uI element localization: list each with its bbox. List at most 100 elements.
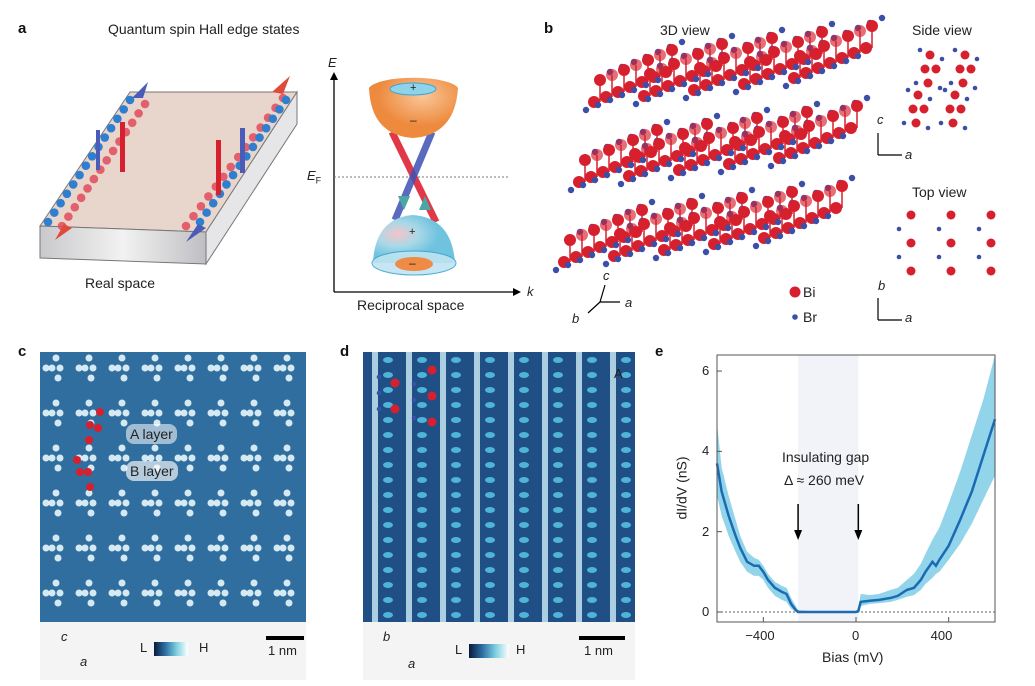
bi-atom bbox=[706, 57, 718, 69]
br-atom bbox=[728, 32, 736, 40]
atom bbox=[936, 226, 942, 232]
br-atom bbox=[650, 240, 658, 248]
stm-spot bbox=[287, 499, 295, 507]
stm-spot bbox=[485, 552, 495, 558]
stm-spot bbox=[81, 544, 89, 552]
br-atom bbox=[594, 101, 602, 109]
bi-atom bbox=[768, 46, 780, 58]
br-atom bbox=[582, 106, 590, 114]
stm-spot bbox=[621, 387, 631, 393]
stm-spot bbox=[87, 599, 95, 607]
stm-spot bbox=[217, 534, 225, 542]
stm-spot bbox=[383, 447, 393, 453]
stm-spot bbox=[246, 589, 254, 597]
atom bbox=[986, 266, 996, 276]
stm-spot bbox=[48, 589, 56, 597]
br-atom bbox=[938, 120, 944, 126]
stm-spot bbox=[254, 409, 262, 417]
br-atom bbox=[678, 38, 686, 46]
br-atom bbox=[706, 84, 714, 92]
stm-spot bbox=[451, 507, 461, 513]
br-atom bbox=[739, 144, 747, 152]
stm-spot bbox=[188, 589, 196, 597]
gap-annotation-line2: Δ ≈ 260 meV bbox=[784, 472, 865, 488]
bi-atom bbox=[739, 117, 751, 129]
bi-atom bbox=[866, 20, 878, 32]
bi-atom bbox=[588, 224, 600, 236]
bi-atom bbox=[704, 43, 716, 55]
cbar-low: L bbox=[455, 642, 463, 657]
cbar-high: H bbox=[516, 642, 526, 657]
stm-spot bbox=[587, 447, 597, 453]
bi-atom bbox=[630, 59, 642, 71]
br-atom bbox=[689, 150, 697, 158]
edge-dot bbox=[208, 198, 218, 208]
bi-atom bbox=[727, 122, 739, 134]
top-view-label: Top view bbox=[912, 184, 967, 200]
stm-spot bbox=[252, 464, 260, 472]
stm-spot bbox=[587, 462, 597, 468]
br-marker bbox=[376, 390, 382, 396]
slab bbox=[39, 90, 298, 266]
stm-spot bbox=[147, 589, 155, 597]
bi-atom bbox=[724, 197, 736, 209]
stm-spot bbox=[254, 364, 262, 372]
stm-spot bbox=[207, 499, 215, 507]
edge-dot bbox=[70, 202, 80, 212]
stm-spot bbox=[151, 534, 159, 542]
colorbar-d bbox=[469, 644, 509, 658]
br-atom bbox=[712, 229, 720, 237]
stm-spot bbox=[485, 372, 495, 378]
bi-atom bbox=[614, 228, 626, 240]
bi-marker bbox=[390, 404, 400, 414]
stm-spot bbox=[54, 374, 62, 382]
stm-spot bbox=[207, 454, 215, 462]
bi-atom bbox=[788, 200, 800, 212]
edge-dot bbox=[100, 133, 110, 142]
stm-spot bbox=[184, 399, 192, 407]
stm-row bbox=[474, 352, 480, 622]
bi-atom bbox=[791, 125, 803, 137]
stm-spot bbox=[553, 552, 563, 558]
stm-spot bbox=[519, 372, 529, 378]
stm-spot bbox=[273, 589, 281, 597]
stm-spot bbox=[383, 372, 393, 378]
stm-spot bbox=[287, 544, 295, 552]
stm-spot bbox=[89, 409, 97, 417]
br-atom bbox=[700, 234, 708, 242]
br-atom bbox=[778, 26, 786, 34]
stm-spot bbox=[587, 417, 597, 423]
stm-spot bbox=[81, 409, 89, 417]
stm-spot bbox=[155, 454, 163, 462]
stm-spot bbox=[279, 409, 287, 417]
stm-spot bbox=[252, 554, 260, 562]
stm-spot bbox=[56, 499, 64, 507]
stm-spot bbox=[219, 509, 227, 517]
br-atom bbox=[774, 218, 782, 226]
stm-spot bbox=[485, 447, 495, 453]
stm-spot bbox=[417, 447, 427, 453]
stm-spot bbox=[42, 544, 50, 552]
br-atom bbox=[738, 233, 746, 241]
edge-dot bbox=[119, 105, 128, 114]
bi-atom bbox=[919, 104, 929, 114]
stm-spot bbox=[122, 499, 130, 507]
br-atom bbox=[576, 256, 584, 264]
stm-spot bbox=[213, 589, 221, 597]
bi-atom bbox=[779, 130, 791, 142]
gap-annotation-line1: Insulating gap bbox=[782, 449, 870, 465]
stm-spot bbox=[417, 417, 427, 423]
legend-br-marker bbox=[792, 314, 798, 320]
stm-spot bbox=[141, 589, 149, 597]
stm-spot bbox=[553, 357, 563, 363]
br-atom bbox=[588, 251, 596, 259]
stm-spot bbox=[75, 589, 83, 597]
stm-spot bbox=[174, 499, 182, 507]
stm-spot bbox=[147, 364, 155, 372]
bi-atom bbox=[753, 126, 765, 138]
stm-spot bbox=[155, 409, 163, 417]
gap-arrowhead bbox=[854, 530, 863, 540]
stm-spot bbox=[141, 454, 149, 462]
bi-atom bbox=[579, 154, 591, 166]
